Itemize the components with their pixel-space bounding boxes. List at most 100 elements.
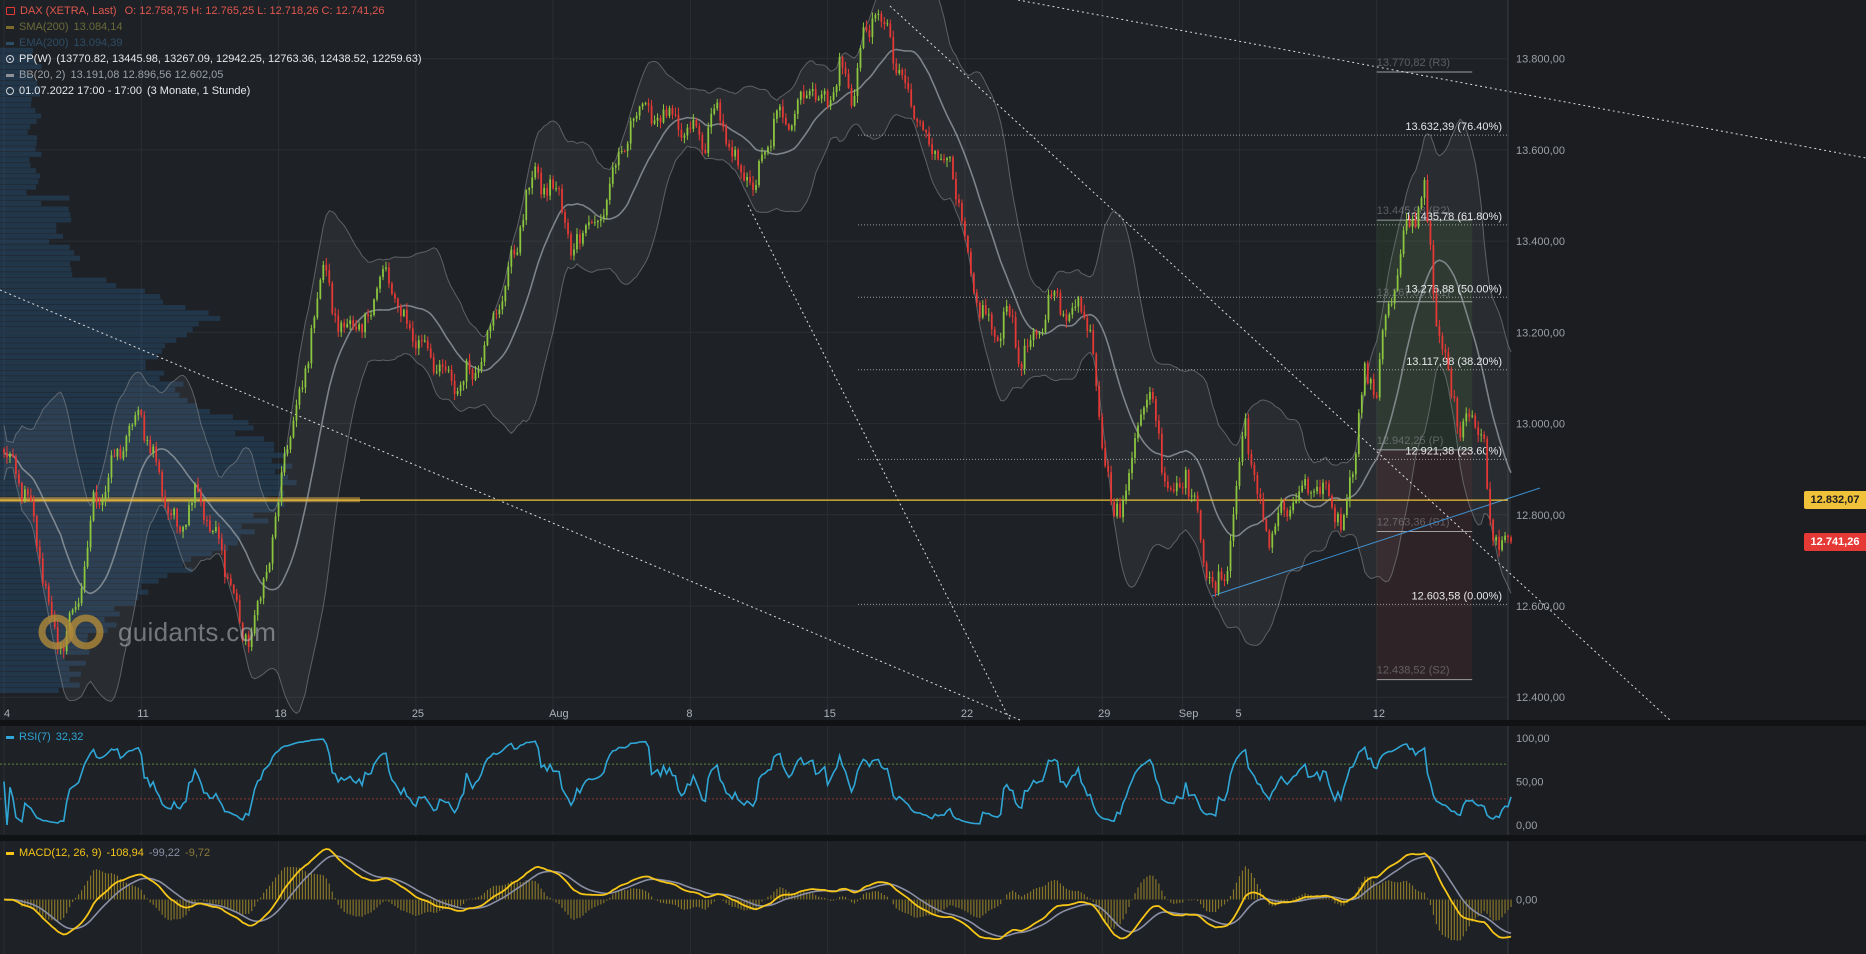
candle-body[interactable] <box>1217 571 1220 593</box>
candle-body[interactable] <box>916 118 919 122</box>
candle-body[interactable] <box>1065 314 1068 321</box>
candle-body[interactable] <box>119 448 122 459</box>
candle-body[interactable] <box>749 176 751 183</box>
candle-body[interactable] <box>755 184 757 190</box>
candle-body[interactable] <box>209 520 211 532</box>
candle-body[interactable] <box>220 538 223 550</box>
candle-body[interactable] <box>182 526 184 532</box>
candle-body[interactable] <box>400 306 402 316</box>
candle-body[interactable] <box>352 320 355 327</box>
candle-body[interactable] <box>1477 427 1480 436</box>
candle-body[interactable] <box>12 454 14 457</box>
candle-body[interactable] <box>486 331 489 346</box>
candle-body[interactable] <box>9 454 11 458</box>
candle-body[interactable] <box>80 588 83 604</box>
candle-body[interactable] <box>910 89 913 107</box>
candle-body[interactable] <box>964 220 966 236</box>
candle-body[interactable] <box>1286 510 1289 517</box>
candle-body[interactable] <box>552 179 554 189</box>
candle-body[interactable] <box>188 505 190 526</box>
candle-body[interactable] <box>250 633 253 648</box>
legend-ema-row[interactable]: EMA(200) 13.094,39 <box>6 35 422 51</box>
candle-body[interactable] <box>713 108 716 114</box>
candle-body[interactable] <box>1465 413 1468 422</box>
candle-body[interactable] <box>650 105 653 124</box>
candle-body[interactable] <box>319 280 322 299</box>
candle-body[interactable] <box>495 313 498 315</box>
candle-body[interactable] <box>868 30 871 38</box>
candle-body[interactable] <box>191 502 193 506</box>
candle-body[interactable] <box>1507 535 1509 538</box>
candle-body[interactable] <box>170 513 173 516</box>
candle-body[interactable] <box>277 502 280 517</box>
candle-body[interactable] <box>146 439 149 441</box>
candle-body[interactable] <box>925 130 928 133</box>
candle-body[interactable] <box>417 340 420 349</box>
candle-body[interactable] <box>1074 306 1077 308</box>
candle-body[interactable] <box>259 598 262 602</box>
candle-body[interactable] <box>871 18 874 38</box>
candle-body[interactable] <box>1450 369 1453 397</box>
candle-body[interactable] <box>1059 292 1062 315</box>
legend-sma-row[interactable]: SMA(200) 13.084,14 <box>6 19 422 35</box>
candle-body[interactable] <box>940 158 942 160</box>
candle-body[interactable] <box>1310 492 1312 494</box>
candle-body[interactable] <box>176 508 178 527</box>
candle-body[interactable] <box>1348 477 1351 501</box>
candle-body[interactable] <box>590 222 593 224</box>
candle-body[interactable] <box>832 92 835 101</box>
candle-body[interactable] <box>1020 364 1023 369</box>
candle-body[interactable] <box>6 452 8 458</box>
candle-body[interactable] <box>164 496 167 507</box>
candle-body[interactable] <box>1402 230 1405 254</box>
candle-body[interactable] <box>596 220 599 223</box>
candle-body[interactable] <box>459 384 462 392</box>
candle-body[interactable] <box>683 135 686 138</box>
candle-body[interactable] <box>1319 486 1321 494</box>
candle-body[interactable] <box>235 592 238 601</box>
candle-body[interactable] <box>1211 576 1214 582</box>
candle-body[interactable] <box>638 106 641 116</box>
candle-body[interactable] <box>1220 571 1223 580</box>
candle-body[interactable] <box>1405 219 1408 231</box>
candle-body[interactable] <box>796 99 799 114</box>
candle-body[interactable] <box>1071 307 1074 315</box>
candle-body[interactable] <box>1253 464 1256 476</box>
candle-body[interactable] <box>731 147 734 157</box>
candle-body[interactable] <box>1119 503 1121 518</box>
candle-body[interactable] <box>1420 197 1423 208</box>
candle-body[interactable] <box>1190 495 1193 497</box>
candle-body[interactable] <box>1140 414 1142 426</box>
candle-body[interactable] <box>1351 474 1354 478</box>
candle-body[interactable] <box>21 483 23 500</box>
candle-body[interactable] <box>450 369 453 381</box>
candle-body[interactable] <box>1193 495 1196 497</box>
candle-body[interactable] <box>653 120 656 124</box>
candle-body[interactable] <box>1453 396 1456 399</box>
macd-signal-line[interactable] <box>3 854 1512 938</box>
candle-body[interactable] <box>1089 330 1092 332</box>
candle-body[interactable] <box>456 391 459 395</box>
candle-body[interactable] <box>1498 536 1500 550</box>
candle-body[interactable] <box>379 277 381 289</box>
candle-body[interactable] <box>1259 494 1262 498</box>
candle-body[interactable] <box>358 324 361 330</box>
candle-body[interactable] <box>1029 340 1032 347</box>
candle-body[interactable] <box>722 120 725 127</box>
candle-body[interactable] <box>435 371 438 373</box>
candle-body[interactable] <box>322 264 325 281</box>
candle-body[interactable] <box>641 103 644 107</box>
candle-body[interactable] <box>993 329 996 337</box>
candle-body[interactable] <box>838 57 841 86</box>
candle-body[interactable] <box>1265 519 1268 531</box>
candle-body[interactable] <box>394 294 396 299</box>
candle-body[interactable] <box>1486 438 1489 489</box>
candle-body[interactable] <box>1017 347 1020 365</box>
candle-body[interactable] <box>525 190 528 221</box>
candle-body[interactable] <box>937 151 939 160</box>
candle-body[interactable] <box>262 578 265 599</box>
candle-body[interactable] <box>370 315 372 317</box>
candle-body[interactable] <box>808 91 811 96</box>
candle-body[interactable] <box>101 500 104 506</box>
